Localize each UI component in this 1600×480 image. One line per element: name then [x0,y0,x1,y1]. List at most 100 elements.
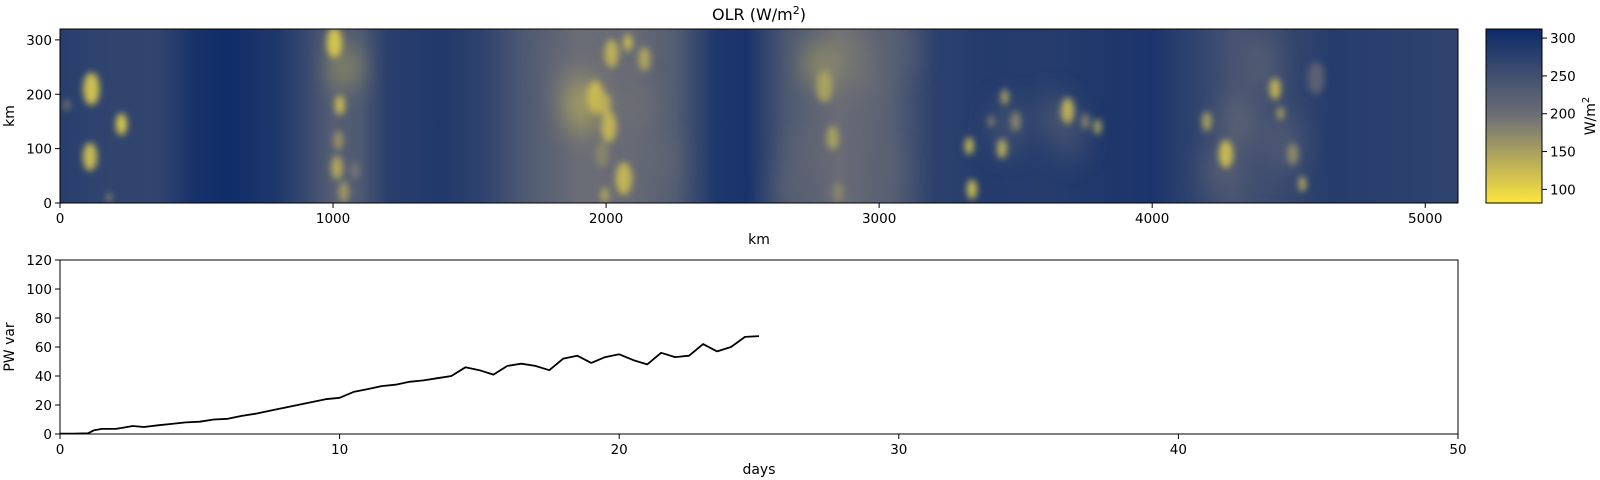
olr-x-tick-label: 0 [56,211,65,227]
olr-x-tick-label: 1000 [316,211,350,227]
olr-y-axis-label: km [2,105,18,127]
olr-heatmap-image [60,29,1458,203]
olr-cloud-9 [333,130,344,151]
pw-y-tick-label: 100 [26,282,52,298]
olr-heatmap-panel: OLR (W/m2) 0 1000 2000 3000 4000 5000 0 100 200… [2,4,1459,248]
colorbar-tick-label: 150 [1550,145,1576,161]
olr-cloud-56 [1298,176,1307,192]
pw-x-tick-label: 40 [1170,442,1187,458]
pw-x-tick-label: 20 [611,442,628,458]
pw-y-tick-label: 120 [26,253,52,269]
olr-cloud-16 [598,93,611,118]
olr-cloud-30 [826,125,839,150]
olr-cloud-46 [1081,113,1090,130]
olr-cloud-23 [627,83,650,127]
olr-cloud-59 [1249,31,1269,70]
olr-cloud-33 [833,182,844,202]
olr-x-tick-label: 5000 [1408,211,1442,227]
olr-cloud-32 [846,105,874,160]
olr-cloud-35 [892,29,915,73]
colorbar-tick-label: 200 [1550,107,1576,123]
pw-y-tick-label: 60 [35,340,52,356]
olr-cloud-8 [334,95,345,115]
olr-cloud-18 [615,162,633,195]
olr-cloud-36 [880,151,900,190]
olr-cloud-55 [1287,143,1299,165]
pw-y-tick-label: 80 [35,311,52,327]
olr-cloud-21 [623,33,633,52]
olr-cloud-51 [1227,96,1252,146]
olr-cloud-1 [83,72,100,106]
pw-x-axis: 0 10 20 30 40 50 [56,434,1467,458]
olr-title: OLR (W/m2) [712,4,806,24]
colorbar-fill [1486,29,1542,203]
pw-y-tick-label: 0 [43,427,52,443]
pw-x-tick-label: 10 [331,442,348,458]
olr-cloud-41 [1010,111,1021,132]
olr-cloud-29 [853,53,878,103]
olr-cloud-17 [595,141,609,168]
olr-cloud-47 [1093,119,1102,135]
olr-cloud-11 [338,181,350,203]
pw-y-axis-label: PW var [2,322,18,372]
olr-y-tick-label: 200 [26,87,52,103]
olr-cloud-25 [649,137,672,182]
olr-cloud-48 [1057,110,1083,160]
olr-cloud-60 [1307,61,1325,95]
olr-cloud-42 [988,116,994,127]
pw-axes-frame [59,259,1459,435]
olr-cloud-54 [1277,106,1284,120]
olr-cloud-5 [106,193,112,202]
olr-cloud-38 [967,179,977,200]
olr-y-tick-label: 0 [43,196,52,212]
olr-cloud-50 [1218,139,1234,169]
colorbar-tick-label: 300 [1550,31,1576,47]
olr-anvil-layer [334,29,1299,203]
olr-cloud-53 [1269,77,1281,100]
olr-cloud-19 [600,187,609,203]
olr-cloud-22 [638,46,651,71]
olr-cloud-39 [997,138,1007,159]
olr-cloud-4 [64,99,70,111]
olr-cloud-24 [552,48,578,97]
pw-y-tick-label: 40 [35,369,52,385]
colorbar-frame [1485,28,1543,204]
olr-x-tick-label: 2000 [589,211,623,227]
pw-x-tick-label: 30 [890,442,907,458]
pw-y-tick-label: 20 [35,398,52,414]
colorbar-label: W/m2 [1581,97,1599,136]
olr-cloud-12 [350,161,360,180]
colorbar-axis: 100 150 200 250 300 [1542,31,1576,198]
olr-cloud-44 [1060,97,1075,124]
olr-cloud-27 [816,69,833,103]
olr-y-tick-label: 300 [26,33,52,49]
olr-cloud-3 [82,142,98,171]
olr-colorbar: 100 150 200 250 300 W/m2 [1485,28,1599,204]
olr-convective-clouds [64,29,1325,203]
olr-cloud-2 [115,113,127,136]
olr-cloud-10 [331,155,344,180]
olr-x-axis: 0 1000 2000 3000 4000 5000 [56,203,1442,227]
olr-cloud-20 [604,39,619,68]
olr-cloud-7 [334,46,356,88]
olr-cloud-40 [1000,89,1009,105]
colorbar-tick-label: 100 [1550,182,1576,198]
olr-y-axis: 0 100 200 300 [26,33,60,212]
olr-axes-frame [59,28,1459,204]
pw-x-tick-label: 50 [1449,442,1466,458]
olr-x-tick-label: 3000 [862,211,896,227]
olr-cloud-6 [326,29,343,58]
pw-y-axis: 0 20 40 60 80 100 120 [26,253,60,443]
olr-cloud-34 [780,164,803,203]
olr-x-tick-label: 4000 [1135,211,1169,227]
olr-y-tick-label: 100 [26,142,52,158]
colorbar-tick-label: 250 [1550,69,1576,85]
pw-x-tick-label: 0 [56,442,65,458]
olr-x-axis-label: km [748,232,770,248]
olr-cloud-37 [964,137,974,155]
olr-cloud-15 [601,111,617,143]
olr-cloud-49 [1201,111,1212,132]
pw-var-panel: 0 10 20 30 40 50 0 20 40 60 80 100 120 days PW var [2,253,1467,478]
olr-cloud-31 [795,124,821,174]
